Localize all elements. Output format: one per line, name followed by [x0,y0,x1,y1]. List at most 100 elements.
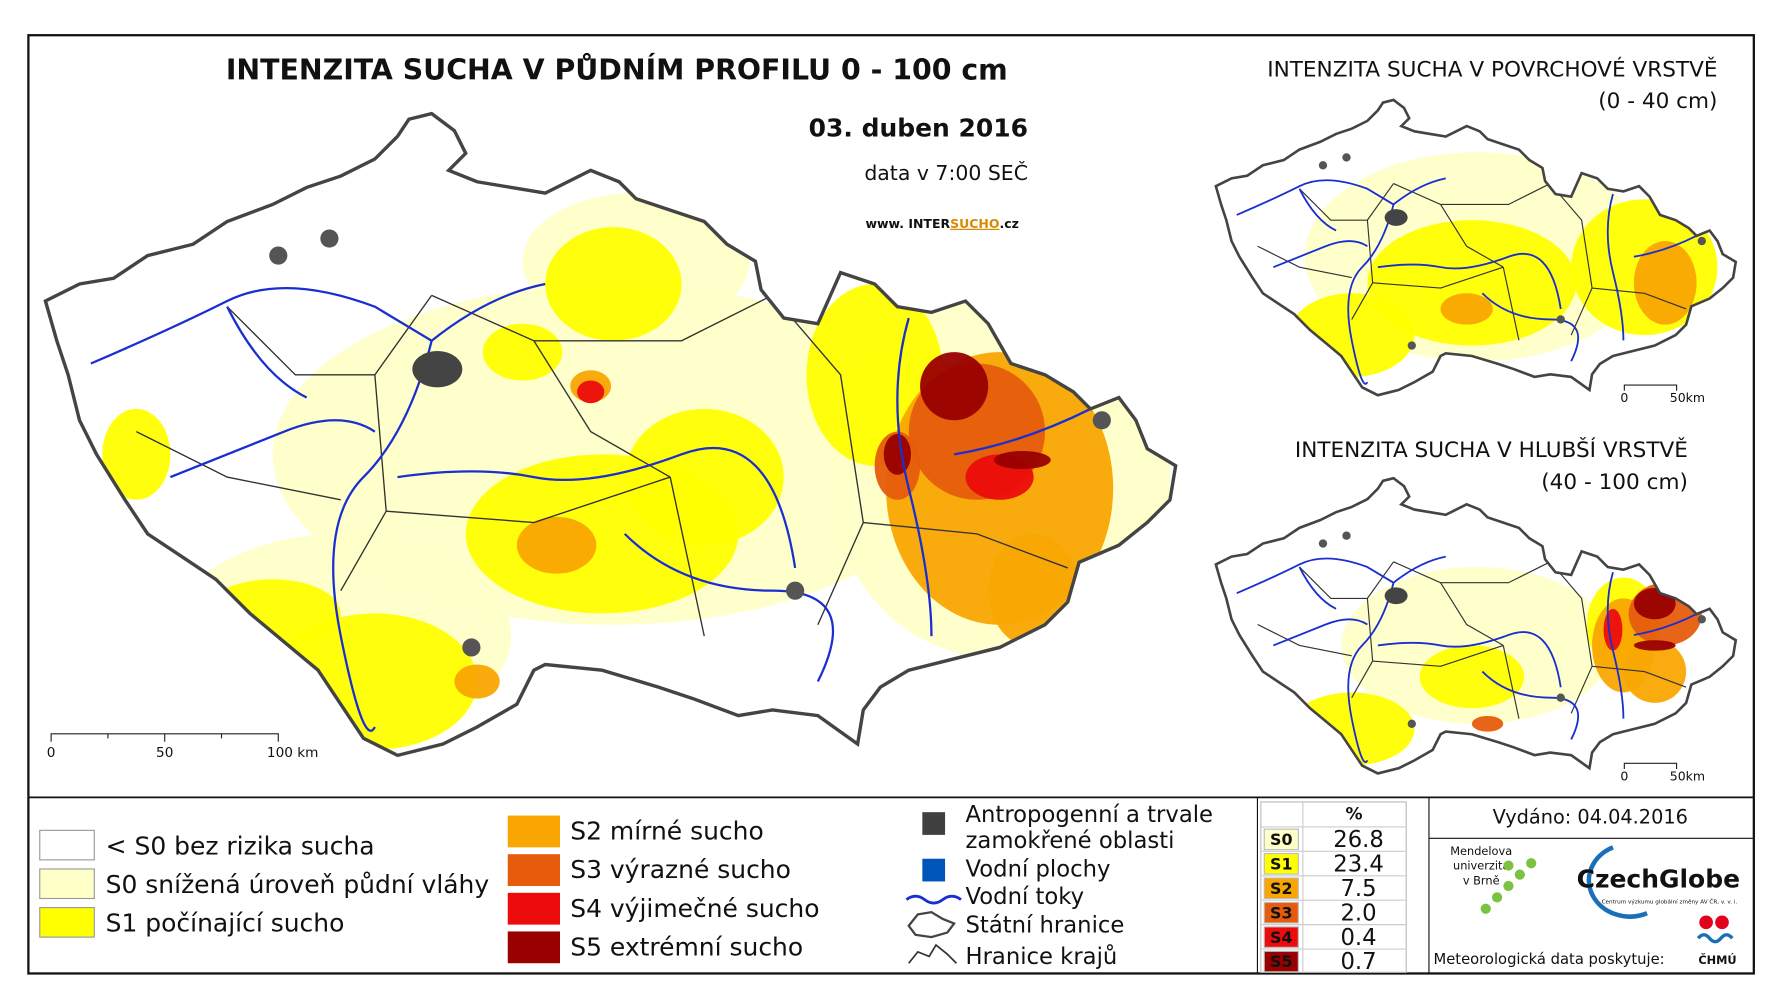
river [1236,177,1446,216]
river [1273,240,1368,269]
symbol-region-border [908,943,958,964]
logo-chmu: ČHMÚ [1696,915,1737,967]
drought-area [1633,241,1697,325]
table-class: S1 [1270,854,1293,873]
anthropogenic-area [1318,161,1328,170]
map-title: INTENZITA SUCHA V PŮDNÍM PROFILU 0 - 100… [226,53,1008,87]
logo-text: Centrum výzkumu globální změny AV ČR, v.… [1602,898,1738,905]
scale-label: 50km [1670,390,1705,405]
anthropogenic-area [1407,341,1416,350]
table-value: 0.7 [1340,949,1376,975]
river [1481,292,1580,362]
drought-area [545,227,682,341]
class-swatch [1263,828,1299,851]
drought-area [883,433,911,475]
scale-label: 50 [156,745,173,761]
legend-label: zamokřené oblasti [966,828,1175,854]
symbol-river [905,894,962,905]
scale-label: 0 [47,745,56,761]
legend-label: Antropogenní a trvale [966,802,1214,828]
table-class: S3 [1270,903,1293,922]
legend-swatch [39,907,95,938]
region-border [1440,561,1551,584]
region-border [863,521,1068,569]
inset-title: INTENZITA SUCHA V POVRCHOVÉ VRSTVĚ [1267,56,1717,82]
provider: Meteorologická data poskytuje: [1434,951,1665,968]
inset-scale: 0 50km 0 50km [1620,384,1705,783]
map-time: data v 7:00 SEČ [864,160,1028,185]
legend-label: S5 extrémní sucho [570,932,803,961]
river [1298,188,1337,232]
river [1606,193,1625,341]
legend-label: Vodní plochy [966,857,1111,883]
region-border [1502,267,1520,341]
legend-swatch [507,892,560,925]
table-value: 23.4 [1333,851,1384,877]
drought-map [1214,98,1738,397]
river [623,533,835,683]
table-header: % [1345,804,1362,824]
drought-area [920,352,989,421]
symbol-state-border [907,910,956,939]
drought-area [1633,640,1676,651]
river [226,306,308,399]
table-value: 7.5 [1340,876,1376,902]
logo-mendel: Mendelova univerzita v Brně [1450,844,1537,914]
anthropogenic-area [1384,209,1408,226]
scale-label: 50km [1670,768,1705,783]
river [1377,252,1562,310]
river [1377,631,1562,688]
website-part: .cz [999,215,1018,230]
drought-area [1419,645,1525,709]
website-part: www. INTER [865,215,950,230]
anthropogenic-area [412,350,463,388]
drought-area [102,408,171,500]
anthropogenic-area [1384,587,1408,605]
table-class: S4 [1270,928,1293,947]
river [397,446,797,569]
river [169,419,376,479]
inset-title: INTENZITA SUCHA V HLUBŠÍ VRSTVĚ [1295,437,1688,463]
drought-area [516,516,597,574]
legend-swatch [507,931,560,964]
drought-area [1367,220,1577,346]
website-part: SUCHO [950,215,999,230]
symbol-anthropogenic [922,812,946,835]
class-swatch [1263,950,1299,973]
anthropogenic-area [1342,153,1351,162]
inset-subtitle: (40 - 100 cm) [1541,470,1688,495]
issued: Vydáno: 04.04.2016 [1493,805,1688,828]
map-date: 03. duben 2016 [809,113,1028,142]
anthropogenic-area [269,246,288,265]
region-border [1299,183,1394,221]
region-border [1372,266,1504,289]
scale-bar: 0 50 100 km [47,733,318,761]
table-frame [1260,801,1407,973]
anthropogenic-area [1697,236,1706,246]
anthropogenic-area [1318,539,1328,548]
table-value: 2.0 [1340,900,1376,926]
class-swatch [1263,901,1299,924]
river [1236,555,1446,595]
region-border [1351,598,1374,698]
drought-area [1603,608,1623,651]
legend-label: Státní hranice [966,912,1125,938]
scale-label: 0 [1620,390,1628,405]
anthropogenic-area [1092,411,1111,430]
legend-label: S2 mírné sucho [570,817,764,846]
website: www. INTERSUCHO.cz [865,215,1018,230]
table-class: S0 [1270,830,1293,849]
region-border [1257,624,1352,657]
class-swatch [1263,877,1299,900]
region-border [1592,665,1687,688]
region-border [1592,287,1687,310]
anthropogenic-area [1556,315,1565,324]
logo-text: ČHMÚ [1698,953,1736,967]
legend-label: S0 snížená úroveň půdní vláhy [106,870,490,899]
anthropogenic-area [786,581,805,600]
river [1273,618,1368,647]
river [332,340,433,732]
class-swatch [1263,926,1299,948]
legend-label: S3 výrazné sucho [570,855,791,884]
